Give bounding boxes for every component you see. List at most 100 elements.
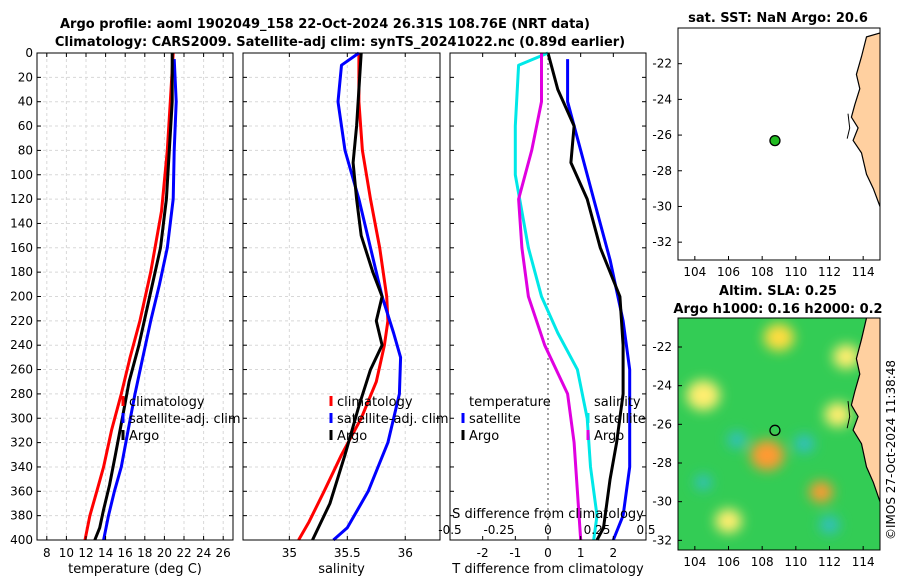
y-tick-label: 400 [10, 533, 33, 547]
map-y-tick-label: -30 [652, 495, 672, 509]
imos-watermark: ©IMOS 27-Oct-2024 11:38:48 [884, 360, 898, 540]
y-tick-label: 40 [18, 95, 33, 109]
s-tick-label: -0.25 [483, 523, 514, 537]
map-x-tick-label: 112 [818, 555, 841, 569]
map-y-tick-label: -22 [652, 340, 672, 354]
series-line-climatology [83, 52, 175, 541]
y-tick-label: 200 [10, 290, 33, 304]
x-tick-label: -2 [477, 546, 489, 560]
series-line-argo [311, 52, 384, 541]
map-y-tick-label: -24 [652, 379, 672, 393]
legend-label: satellite-adj. clim [129, 412, 241, 427]
series-line-argo [93, 53, 174, 541]
y-tick-label: 220 [10, 314, 33, 328]
y-tick-label: 20 [18, 70, 33, 84]
legend-label: Argo [594, 429, 624, 444]
map-x-tick-label: 110 [784, 265, 807, 279]
sla-map: 104 106 108 110 112 114 -22 -24 -26 -28 -30 -32 Alti… [652, 284, 882, 569]
y-tick-label: 160 [10, 241, 33, 255]
series-line-s-satellite [513, 51, 599, 541]
x-tick-label: -1 [509, 546, 521, 560]
island-outline [846, 113, 851, 139]
y-tick-label: 180 [10, 265, 33, 279]
x-tick-label: 8 [43, 546, 51, 560]
legend-label: Argo [469, 429, 499, 444]
figure-title-line2: Climatology: CARS2009. Satellite-adj cli… [55, 35, 625, 50]
sla-anomaly-blob [819, 515, 840, 534]
x-axis-label: temperature (deg C) [68, 562, 202, 577]
legend-label: temperature [469, 395, 551, 410]
map-y-tick-label: -28 [652, 164, 672, 178]
y-tick-label: 260 [10, 363, 33, 377]
island-outline [846, 401, 851, 429]
sla-anomaly-blob [686, 380, 721, 411]
x-tick-label: 26 [216, 546, 231, 560]
x-axis-label: T difference from climatology [451, 562, 644, 577]
y-tick-label: 100 [10, 168, 33, 182]
series-line-satellite-adj-clim [102, 59, 178, 541]
y-tick-label: 340 [10, 460, 33, 474]
map-x-tick-label: 114 [852, 265, 875, 279]
map-content [678, 28, 880, 260]
legend-label: climatology [337, 395, 413, 410]
legend-label: satellite-adj. clim [337, 412, 449, 427]
legend-label: satellite [469, 412, 521, 427]
series-line-satellite-adj-clim [332, 51, 403, 542]
map-y-tick-label: -22 [652, 57, 672, 71]
x-tick-label: 36 [398, 546, 413, 560]
map-frame [677, 317, 881, 551]
x-tick-label: 12 [78, 546, 93, 560]
legend-label: satellite [594, 412, 646, 427]
sla-anomaly-blob [794, 434, 815, 453]
y-tick-label: 60 [18, 119, 33, 133]
series-line-s-argo [517, 53, 583, 541]
series-line-t-satellite [566, 59, 632, 541]
x-tick-label: 18 [137, 546, 152, 560]
x-tick-label: 24 [196, 546, 211, 560]
map-x-tick-label: 108 [751, 265, 774, 279]
s-axis-label: S difference from climatology [452, 507, 644, 522]
sla-anomaly-field [686, 323, 860, 534]
y-tick-label: 120 [10, 192, 33, 206]
x-tick-label: 0 [544, 546, 552, 560]
map-x-tick-label: 112 [818, 265, 841, 279]
legend-label: Argo [129, 429, 159, 444]
sla-anomaly-blob [809, 481, 833, 503]
sla-anomaly-blob [763, 323, 795, 351]
y-tick-label: 360 [10, 484, 33, 498]
s-tick-label: 0.25 [584, 523, 611, 537]
map-y-tick-label: -32 [652, 235, 672, 249]
argo-position-marker [769, 424, 781, 436]
map-x-tick-label: 110 [784, 555, 807, 569]
temperature-profile-plot: 8 10 12 14 16 18 20 22 24 26020406080100120140160… [10, 46, 241, 577]
sla-anomaly-blob [715, 508, 742, 534]
y-tick-label: 0 [25, 46, 33, 60]
y-tick-label: 240 [10, 338, 33, 352]
figure-title-line1: Argo profile: aoml 1902049_158 22-Oct-20… [60, 17, 590, 32]
sst-map-title: sat. SST: NaN Argo: 20.6 [688, 11, 868, 26]
x-tick-label: 35 [282, 546, 297, 560]
salinity-profile-plot: 35 35.5 36 salinity climatology satellite-adj… [242, 51, 449, 577]
map-x-tick-label: 106 [717, 555, 740, 569]
legend-label: climatology [129, 395, 205, 410]
map-y-tick-label: -26 [652, 417, 672, 431]
x-axis-label: salinity [318, 562, 365, 577]
map-x-tick-label: 104 [683, 555, 706, 569]
sla-map-subtitle: Argo h1000: 0.16 h2000: 0.2 [673, 302, 882, 317]
sla-anomaly-blob [824, 402, 852, 427]
map-content [678, 318, 880, 550]
x-tick-label: 35.5 [334, 546, 361, 560]
land-australia [850, 318, 880, 506]
sla-anomaly-blob [727, 431, 747, 449]
x-tick-label: 2 [610, 546, 618, 560]
y-tick-label: 300 [10, 411, 33, 425]
y-tick-label: 380 [10, 509, 33, 523]
x-tick-label: 14 [98, 546, 113, 560]
series-line-t-argo [546, 52, 625, 541]
argo-position-marker [769, 134, 781, 147]
y-tick-label: 280 [10, 387, 33, 401]
difference-profile-plot: -2 -1 0 1 2 T difference from climatology temp… [438, 51, 656, 577]
sla-map-title: Altim. SLA: 0.25 [719, 284, 837, 299]
map-y-tick-label: -30 [652, 199, 672, 213]
